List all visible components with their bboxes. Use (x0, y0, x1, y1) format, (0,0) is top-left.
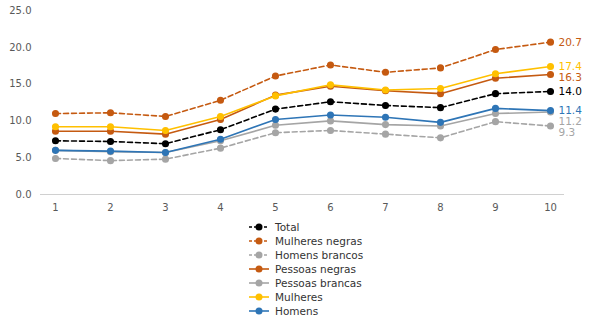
svg-text:1: 1 (52, 202, 58, 213)
svg-text:20.0: 20.0 (9, 42, 31, 53)
html-text:Homens: Homens (275, 305, 319, 317)
svg-text:0.0: 0.0 (16, 189, 32, 200)
svg-text:9.3: 9.3 (559, 126, 576, 138)
svg-text:6: 6 (327, 202, 333, 213)
svg-text:2: 2 (107, 202, 113, 213)
html-text:Pessoas negras: Pessoas negras (275, 263, 356, 275)
svg-text:4: 4 (217, 202, 223, 213)
svg-text:25.0: 25.0 (9, 5, 31, 16)
svg-text:11.2: 11.2 (559, 115, 582, 127)
svg-text:10: 10 (544, 202, 557, 213)
svg-text:10.0: 10.0 (9, 115, 31, 126)
html-text:Total: Total (275, 221, 300, 233)
svg-text:9: 9 (492, 202, 498, 213)
html-text:Mulheres: Mulheres (275, 291, 323, 303)
html-text:Mulheres negras: Mulheres negras (275, 235, 363, 247)
svg-text:20.7: 20.7 (559, 36, 582, 48)
html-text:Pessoas brancas: Pessoas brancas (275, 277, 362, 289)
svg-text:5: 5 (272, 202, 278, 213)
svg-text:17.4: 17.4 (559, 60, 583, 72)
svg-text:8: 8 (437, 202, 443, 213)
svg-text:11.4: 11.4 (559, 104, 583, 116)
svg-text:16.3: 16.3 (559, 71, 582, 83)
svg-text:5.0: 5.0 (16, 152, 32, 163)
html-text:Homens brancos: Homens brancos (275, 249, 364, 261)
svg-text:3: 3 (162, 202, 168, 213)
svg-text:15.0: 15.0 (9, 78, 31, 89)
svg-text:14.0: 14.0 (559, 85, 582, 97)
svg-text:7: 7 (382, 202, 388, 213)
